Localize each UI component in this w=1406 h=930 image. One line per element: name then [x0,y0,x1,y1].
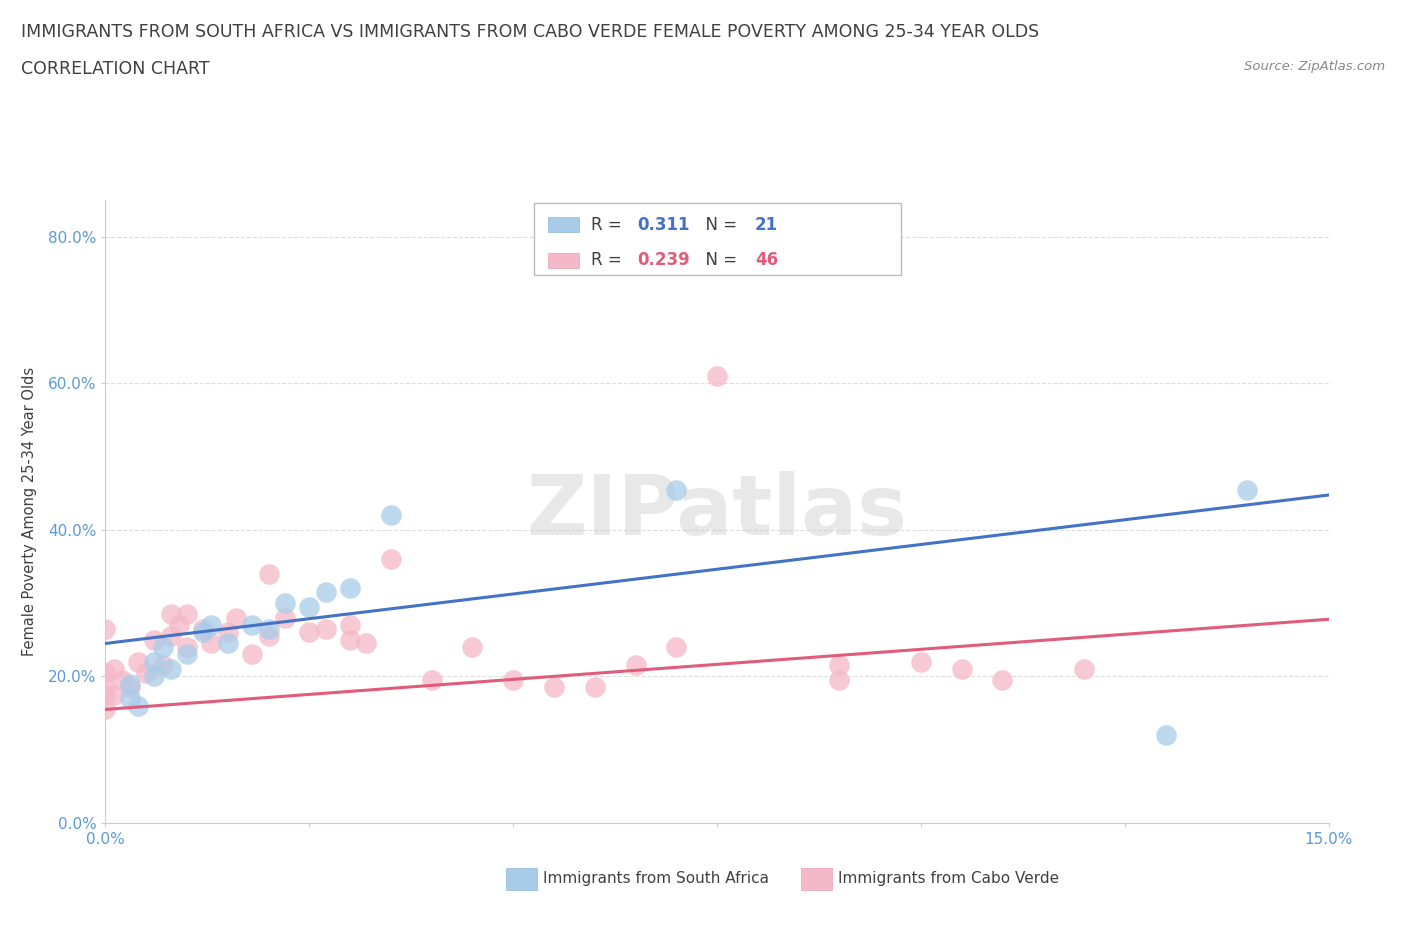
Point [950,661,973,676]
Point [111,672,134,687]
Point [624,658,647,673]
Point [193,621,215,636]
Point [380,551,402,566]
Point [94,680,117,695]
Point [991,672,1014,687]
Point [298,599,321,614]
Text: IMMIGRANTS FROM SOUTH AFRICA VS IMMIGRANTS FROM CABO VERDE FEMALE POVERTY AMONG : IMMIGRANTS FROM SOUTH AFRICA VS IMMIGRAN… [21,23,1039,41]
Point [240,647,263,662]
Text: Source: ZipAtlas.com: Source: ZipAtlas.com [1244,60,1385,73]
Point [143,655,166,670]
Text: CORRELATION CHART: CORRELATION CHART [21,60,209,78]
Point [94,687,117,702]
Text: ZIPatlas: ZIPatlas [527,471,907,552]
Text: N =: N = [695,251,742,270]
Point [828,658,851,673]
Point [1154,727,1177,742]
Point [225,610,247,625]
Point [274,596,297,611]
Point [103,687,125,702]
Point [103,661,125,676]
Point [217,625,239,640]
Point [118,691,141,706]
Point [339,618,361,632]
Point [94,702,117,717]
Point [135,665,157,680]
FancyBboxPatch shape [548,217,579,232]
Point [665,640,688,655]
Text: Immigrants from South Africa: Immigrants from South Africa [543,871,769,886]
Point [159,606,181,621]
Text: 46: 46 [755,251,778,270]
Point [298,625,321,640]
Point [257,621,280,636]
Text: N =: N = [695,216,742,233]
Point [94,621,117,636]
Point [1236,482,1258,497]
Point [118,676,141,691]
FancyBboxPatch shape [533,203,900,274]
Text: Immigrants from Cabo Verde: Immigrants from Cabo Verde [838,871,1059,886]
Point [200,636,222,651]
Point [583,680,606,695]
Point [380,508,402,523]
Point [461,640,484,655]
Point [257,566,280,581]
Point [543,680,565,695]
Text: 0.311: 0.311 [637,216,690,233]
Point [94,665,117,680]
Point [127,698,149,713]
Point [1073,661,1095,676]
Point [339,581,361,596]
FancyBboxPatch shape [548,253,579,268]
Point [665,482,688,497]
Point [118,680,141,695]
Text: 21: 21 [755,216,778,233]
Text: R =: R = [591,216,627,233]
Point [706,368,728,383]
Point [240,618,263,632]
Point [257,629,280,644]
Point [193,625,215,640]
Point [176,606,198,621]
Point [274,610,297,625]
Point [828,672,851,687]
Point [200,618,222,632]
Point [356,636,378,651]
Point [143,669,166,684]
Point [143,632,166,647]
Point [910,655,932,670]
Point [502,672,524,687]
Point [159,661,181,676]
Text: 0.239: 0.239 [637,251,690,270]
Text: R =: R = [591,251,627,270]
Point [315,621,337,636]
Point [420,672,443,687]
Point [217,636,239,651]
Point [176,647,198,662]
Point [127,655,149,670]
Y-axis label: Female Poverty Among 25-34 Year Olds: Female Poverty Among 25-34 Year Olds [22,367,37,656]
Point [152,658,174,673]
Point [152,640,174,655]
Point [176,640,198,655]
Point [315,585,337,600]
Point [159,629,181,644]
Point [167,618,190,632]
Point [339,632,361,647]
